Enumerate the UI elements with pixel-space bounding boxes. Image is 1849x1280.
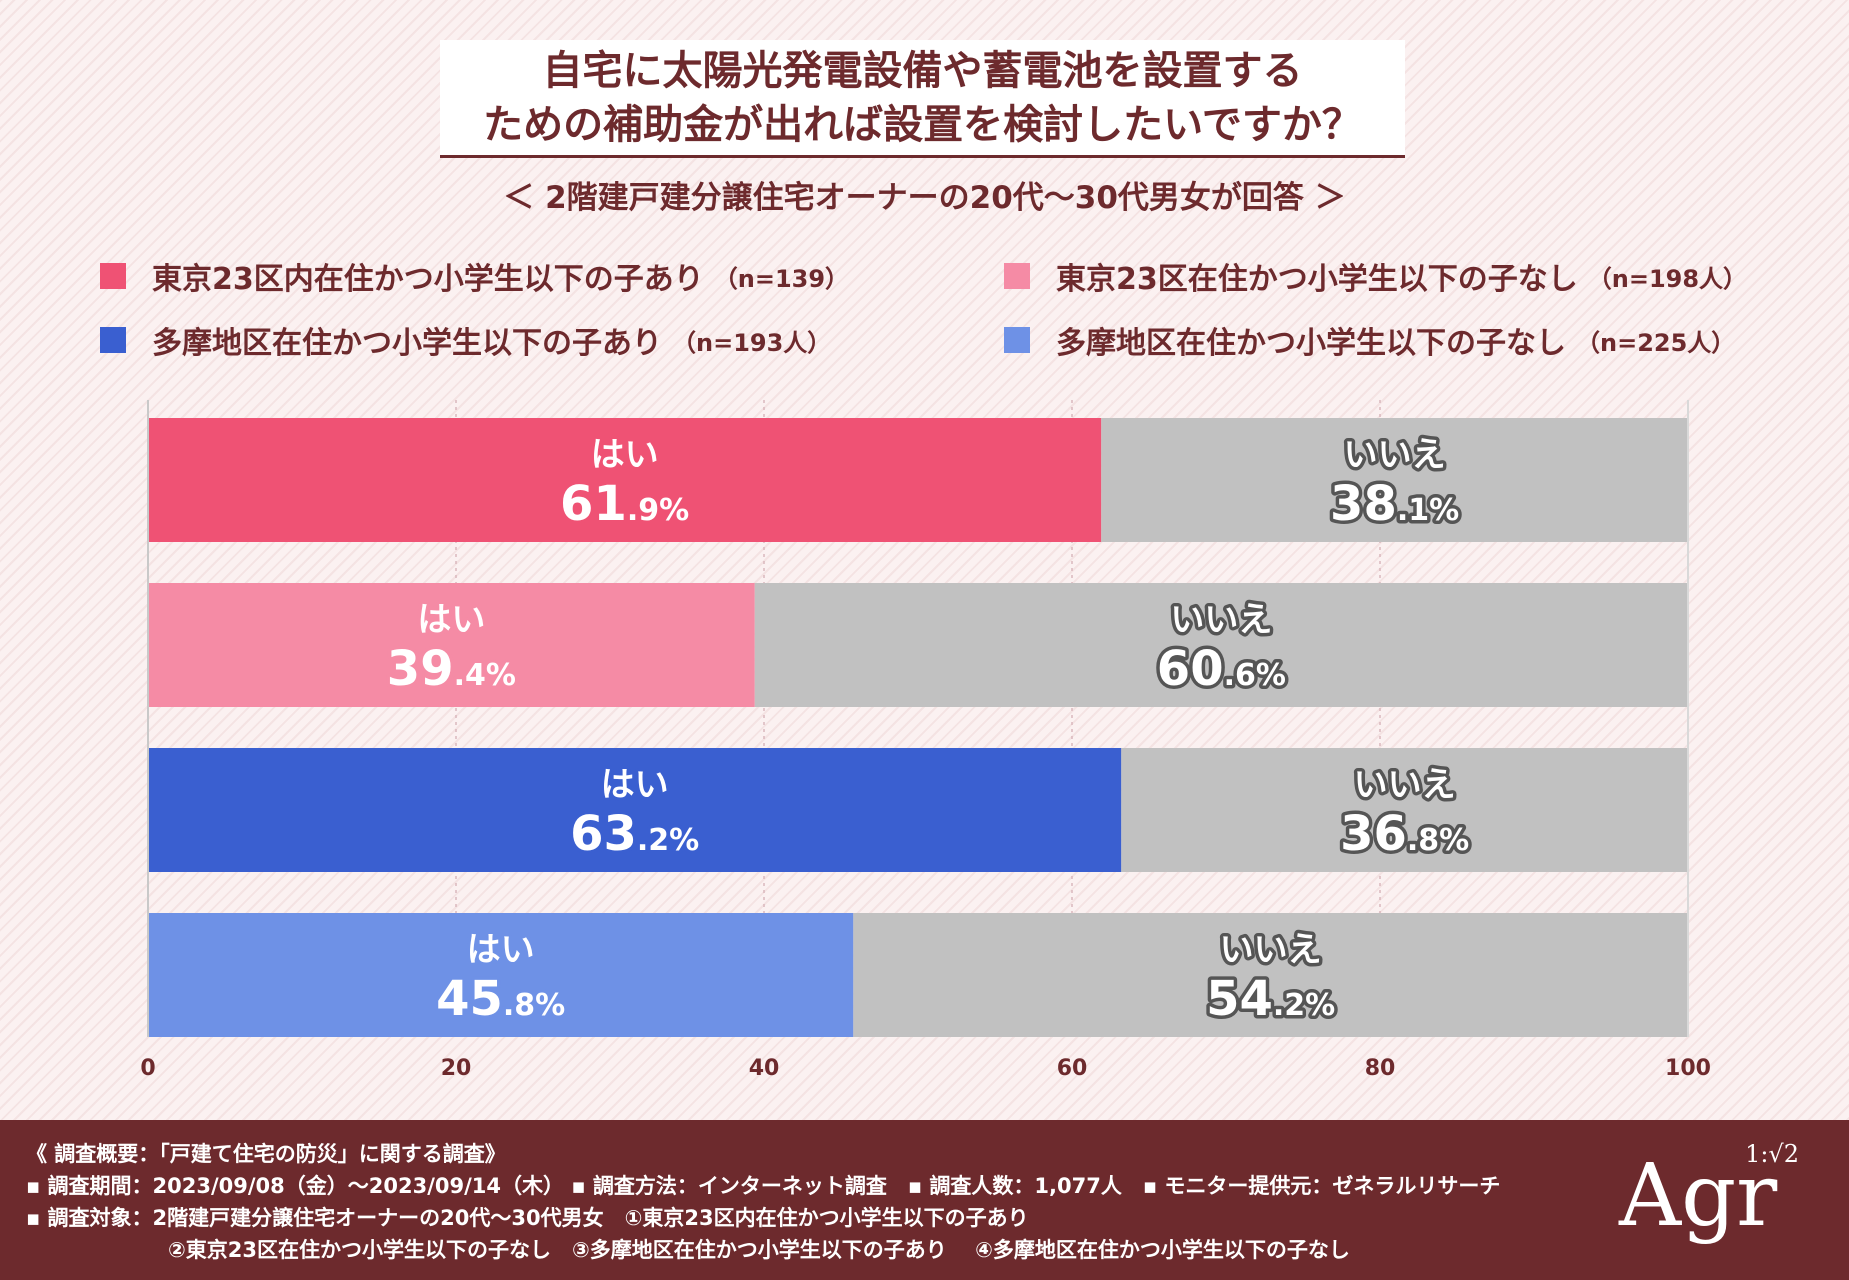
x-tick-label: 100 (1665, 1056, 1711, 1081)
logo-text: Agr (1619, 1146, 1778, 1246)
title-line-2: ための補助金が出れば設置を検討したいですか？ (483, 102, 1362, 148)
legend-count: （n=198人） (1587, 264, 1748, 293)
bar-yes (148, 418, 1102, 542)
bar-yes (148, 748, 1122, 872)
legend-label: 多摩地区在住かつ小学生以下の子なし (1056, 326, 1566, 361)
legend-swatch (100, 263, 126, 289)
footer-line-target: ▪ 調査対象：2階建戸建分譲住宅オーナーの20代～30代男女 ①東京23区内在住… (26, 1206, 1029, 1230)
title-line-1: 自宅に太陽光発電設備や蓄電池を設置する (542, 48, 1303, 94)
legend-swatch (1004, 327, 1030, 353)
yes-name-label: はい (417, 600, 485, 640)
legend-item-tama-with-child: 多摩地区在住かつ小学生以下の子あり （n=193人） (100, 320, 832, 361)
no-name-label: いいえ (1344, 435, 1446, 475)
survey-footer: 《 調査概要：「戸建て住宅の防災」に関する調査》 ▪ 調査期間：2023/09/… (0, 1120, 1849, 1280)
legend-count: （n=225人） (1576, 328, 1736, 357)
bar-no (754, 583, 1688, 707)
x-tick-label: 20 (441, 1056, 472, 1081)
no-name-label: いいえ (1170, 600, 1272, 640)
x-tick-label: 0 (140, 1056, 155, 1081)
no-value-label: 54.2% (1206, 971, 1335, 1027)
x-tick-label: 80 (1365, 1056, 1396, 1081)
legend-swatch (1004, 263, 1030, 289)
chart-title: 自宅に太陽光発電設備や蓄電池を設置する ための補助金が出れば設置を検討したいです… (440, 40, 1405, 158)
legend-item-tokyo-with-child: 東京23区内在住かつ小学生以下の子あり （n=139） (100, 256, 850, 297)
x-tick-label: 60 (1057, 1056, 1088, 1081)
bar-yes (148, 913, 854, 1037)
yes-value-label: 63.2% (570, 806, 699, 862)
legend-label: 東京23区在住かつ小学生以下の子なし (1056, 262, 1578, 297)
footer-line-groups: ②東京23区在住かつ小学生以下の子なし ③多摩地区在住かつ小学生以下の子あり ④… (168, 1238, 1350, 1262)
yes-name-label: はい (601, 765, 669, 805)
footer-line-overview: 《 調査概要：「戸建て住宅の防災」に関する調査》 (26, 1142, 506, 1166)
legend-label: 多摩地区在住かつ小学生以下の子あり (152, 326, 662, 361)
bar-yes (148, 583, 755, 707)
no-value-label: 36.8% (1340, 806, 1469, 862)
agr-logo: 1:√2 Agr (1619, 1140, 1799, 1260)
yes-name-label: はい (467, 930, 535, 970)
bar-no (853, 913, 1688, 1037)
footer-line-period: ▪ 調査期間：2023/09/08（金）～2023/09/14（木） ▪ 調査方… (26, 1174, 1501, 1198)
logo-ratio: 1:√2 (1745, 1140, 1799, 1168)
x-tick-label: 40 (749, 1056, 780, 1081)
legend-count: （n=193人） (672, 328, 832, 357)
no-name-label: いいえ (1354, 765, 1456, 805)
no-name-label: いいえ (1220, 930, 1322, 970)
bar-no (1101, 418, 1688, 542)
legend-item-tokyo-no-child: 東京23区在住かつ小学生以下の子なし （n=198人） (1004, 256, 1748, 297)
stacked-bar-chart: はい61.9%いいえ38.1%はい39.4%いいえ60.6%はい63.2%いいえ… (140, 400, 1711, 1081)
subtitle: ＜ 2階建戸建分譲住宅オーナーの20代～30代男女が回答 ＞ (503, 180, 1346, 216)
legend-item-tama-no-child: 多摩地区在住かつ小学生以下の子なし （n=225人） (1004, 320, 1736, 361)
legend-swatch (100, 327, 126, 353)
legend-count: （n=139） (713, 264, 850, 293)
yes-name-label: はい (591, 435, 659, 475)
no-value-label: 60.6% (1157, 641, 1286, 697)
yes-value-label: 39.4% (387, 641, 516, 697)
yes-value-label: 45.8% (436, 971, 565, 1027)
yes-value-label: 61.9% (560, 476, 689, 532)
no-value-label: 38.1% (1330, 476, 1459, 532)
legend-label: 東京23区内在住かつ小学生以下の子あり (152, 262, 704, 297)
bar-no (1121, 748, 1688, 872)
